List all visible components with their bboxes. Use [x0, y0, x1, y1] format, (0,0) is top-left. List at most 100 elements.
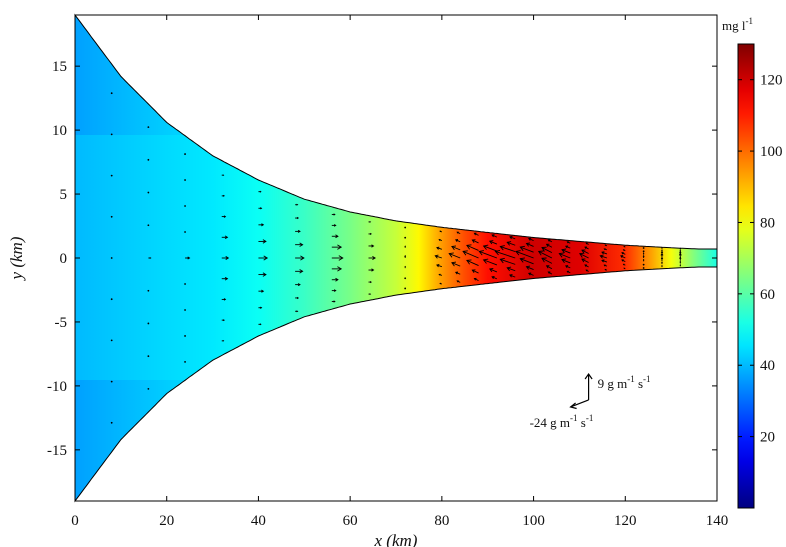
transport-vector [462, 250, 479, 259]
transport-vector [258, 306, 263, 309]
transport-vector [621, 252, 626, 255]
transport-vector [331, 234, 339, 239]
colorbar-tick-label: 40 [760, 358, 775, 374]
transport-vector [585, 242, 589, 245]
colorbar-tick-label: 60 [760, 287, 775, 303]
transport-vector [110, 174, 113, 177]
transport-vector [436, 246, 443, 250]
transport-vector [404, 236, 407, 239]
transport-vector [110, 380, 113, 383]
y-tick-label: 0 [60, 251, 68, 267]
transport-vector [466, 244, 479, 251]
transport-vector [221, 194, 226, 197]
transport-vector [184, 205, 186, 207]
transport-vector [601, 251, 608, 255]
transport-vector [519, 245, 534, 253]
transport-vector [258, 190, 262, 193]
transport-vector [331, 300, 336, 303]
transport-vector [295, 296, 300, 300]
x-tick-label: 80 [434, 513, 449, 529]
x-tick-label: 100 [522, 513, 545, 529]
colorbar-tick-label: 120 [760, 73, 783, 89]
transport-vector [545, 243, 553, 248]
transport-vector [621, 259, 626, 263]
transport-vector [258, 239, 267, 244]
transport-vector [491, 234, 498, 238]
transport-vector [221, 256, 230, 260]
transport-vector [258, 272, 267, 277]
transport-vector [404, 287, 407, 290]
x-tick-label: 120 [614, 513, 637, 529]
transport-vector [506, 241, 516, 246]
transport-vector [295, 229, 301, 233]
transport-vector [604, 268, 608, 271]
transport-vector [404, 245, 406, 248]
y-tick-label: -10 [47, 379, 67, 395]
transport-vector [368, 256, 376, 260]
transport-vector [642, 258, 645, 262]
transport-vector [482, 244, 498, 252]
transport-vector [620, 255, 626, 259]
transport-vector [368, 281, 372, 284]
y-tick-label: 10 [52, 123, 67, 139]
transport-vector [525, 265, 534, 271]
transport-vector [604, 244, 608, 247]
transport-vector [456, 280, 461, 283]
transport-vector [221, 215, 227, 218]
transport-vector [404, 265, 406, 269]
transport-vector [258, 207, 263, 210]
transport-vector [566, 270, 571, 274]
transport-vector [525, 242, 534, 247]
transport-vector [642, 250, 645, 253]
transport-vector [184, 153, 186, 155]
transport-vector [438, 273, 443, 276]
transport-vector [331, 224, 337, 227]
x-tick-label: 60 [343, 513, 358, 529]
transport-vector [295, 242, 304, 247]
transport-vector [585, 269, 589, 272]
transport-vector [221, 319, 226, 322]
transport-vector [509, 274, 516, 278]
transport-vector [147, 126, 150, 129]
y-tick-label: -15 [47, 443, 67, 459]
transport-vector [478, 250, 498, 259]
transport-vector [221, 174, 225, 176]
transport-vector [581, 249, 589, 254]
transport-vector [368, 268, 375, 272]
transport-vector [110, 215, 113, 218]
transport-vector [147, 191, 150, 194]
transport-vector [110, 92, 113, 95]
transport-vector [488, 240, 498, 245]
domain-outline [74, 13, 718, 503]
transport-vector [184, 231, 186, 233]
transport-vector [603, 264, 608, 267]
transport-vector [661, 261, 663, 265]
transport-vector [547, 239, 553, 243]
transport-vector [184, 179, 186, 181]
y-axis: -15 -10 -5 0 5 10 15 [47, 59, 717, 459]
transport-vector [147, 355, 150, 358]
transport-vector [331, 244, 343, 250]
transport-vector [221, 298, 227, 301]
transport-vector [434, 254, 442, 259]
transport-vector [295, 310, 299, 313]
transport-vector [147, 158, 150, 161]
transport-vector [679, 260, 682, 264]
transport-vector [466, 259, 479, 266]
transport-vector [528, 272, 534, 276]
colorbar-label: mg l-1 [722, 16, 753, 33]
transport-vector [258, 223, 265, 227]
transport-vector [545, 265, 553, 270]
transport-vector [471, 239, 479, 244]
transport-vector [184, 361, 186, 363]
transport-vector [110, 339, 113, 342]
reference-arrow-v-head [584, 372, 593, 380]
transport-vector [148, 257, 152, 259]
transport-vector [221, 340, 225, 342]
transport-vector [679, 247, 682, 250]
transport-vector [601, 259, 608, 263]
transport-vector [185, 256, 191, 260]
transport-vector [295, 216, 300, 220]
transport-vector [110, 421, 113, 424]
